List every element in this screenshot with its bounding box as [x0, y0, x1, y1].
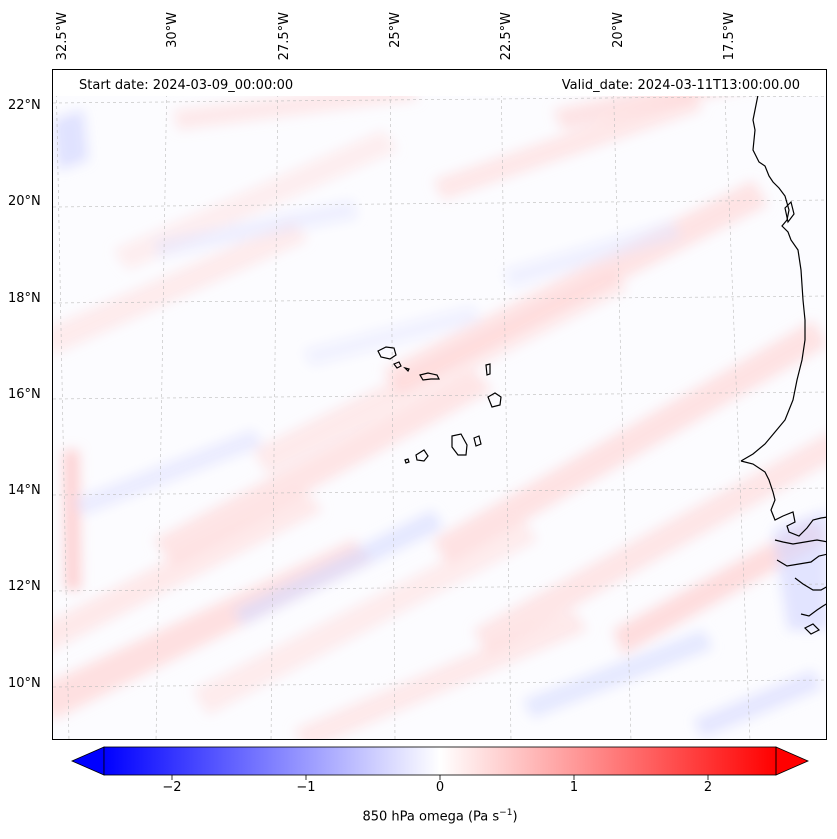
- omega-field-map: [53, 70, 826, 739]
- lon-label-20w: 20°W: [611, 12, 626, 48]
- lat-label-14n: 14°N: [8, 483, 41, 498]
- lat-label-10n: 10°N: [8, 676, 41, 691]
- omega-field-shading: [53, 70, 826, 739]
- island-santa-luzia: [403, 366, 410, 373]
- colorbar-tick-2: 2: [703, 780, 713, 795]
- colorbar-tick-1: 1: [569, 780, 579, 795]
- colorbar: [71, 746, 809, 780]
- lat-label-16n: 16°N: [8, 387, 41, 402]
- colorbar-title: 850 hPa omega (Pa s−1): [362, 808, 518, 825]
- lon-label-30w: 30°W: [165, 12, 180, 48]
- cape-verde-islands: [377, 346, 502, 464]
- valid-date-label: Valid_date: 2024-03-11T13:00:00.00: [561, 78, 800, 93]
- africa-coastline: [740, 70, 826, 635]
- island-sao-vicente: [393, 361, 402, 369]
- colorbar-gradient: [104, 747, 776, 775]
- lat-label-12n: 12°N: [8, 579, 41, 594]
- colorbar-extend-min: [71, 746, 105, 776]
- header-banner: Start date: 2024-03-09_00:00:00 Valid_da…: [53, 70, 826, 96]
- lon-label-27-5w: 27.5°W: [277, 12, 292, 61]
- colorbar-tick-0: 0: [435, 780, 445, 795]
- lon-label-22-5w: 22.5°W: [499, 12, 514, 61]
- start-date-label: Start date: 2024-03-09_00:00:00: [79, 78, 294, 93]
- map-panel[interactable]: Start date: 2024-03-09_00:00:00 Valid_da…: [52, 69, 827, 740]
- colorbar-tick-minus-1: −1: [296, 780, 316, 795]
- island-maio: [473, 435, 482, 447]
- lat-label-22n: 22°N: [8, 98, 41, 113]
- colorbar-tick-minus-2: −2: [162, 780, 182, 795]
- island-sao-nicolau: [419, 372, 440, 381]
- lat-label-18n: 18°N: [8, 291, 41, 306]
- gridlines: [53, 70, 826, 739]
- lat-label-20n: 20°N: [8, 194, 41, 209]
- island-fogo: [415, 449, 429, 462]
- island-santo-antao: [377, 346, 397, 360]
- island-brava: [404, 458, 410, 464]
- island-sal: [485, 363, 491, 376]
- lon-label-25w: 25°W: [388, 12, 403, 48]
- island-santiago: [451, 433, 468, 456]
- lon-label-17-5w: 17.5°W: [722, 12, 737, 61]
- colorbar-extend-max: [775, 746, 809, 776]
- lon-label-32-5w: 32.5°W: [55, 12, 70, 61]
- island-boa-vista: [487, 392, 502, 408]
